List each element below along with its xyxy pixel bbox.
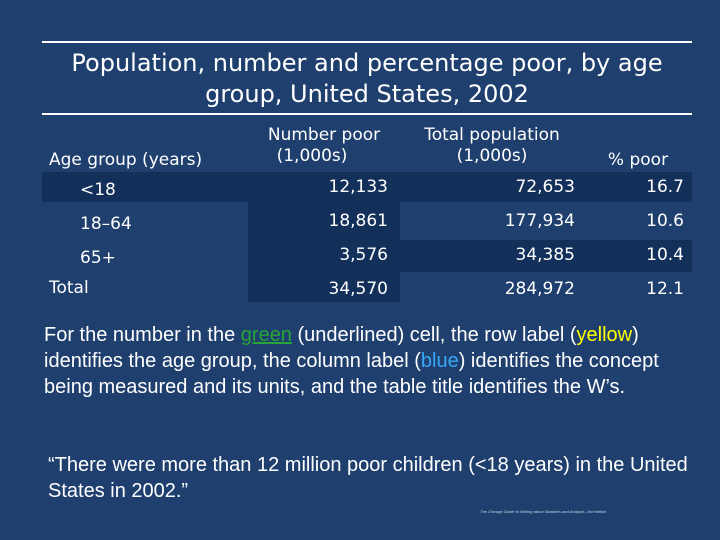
source-footnote: The Chicago Guide to Writing about Numbe… bbox=[480, 509, 607, 514]
header-number-poor-units: (1,000s) bbox=[276, 146, 348, 166]
explanation-part-4: ) identifies the concept being measured … bbox=[44, 350, 659, 398]
cell-number-poor-under-18: 12,133 bbox=[328, 177, 388, 197]
explanation-part-1: For the number in the bbox=[44, 324, 241, 346]
cell-total-total: 284,972 bbox=[504, 279, 575, 299]
row-band-1-total bbox=[400, 172, 584, 202]
cell-total-18-64: 177,934 bbox=[504, 211, 575, 231]
header-total-population-units: (1,000s) bbox=[456, 146, 528, 166]
row-label-under-18: <18 bbox=[80, 180, 116, 200]
quote-text: “There were more than 12 million poor ch… bbox=[48, 454, 688, 502]
cell-percent-under-18: 16.7 bbox=[646, 177, 684, 197]
explanation-text: For the number in the green (underlined)… bbox=[44, 322, 694, 400]
cell-number-poor-18-64: 18,861 bbox=[328, 211, 388, 231]
row-band-1-label bbox=[42, 172, 248, 202]
header-total-population: Total population bbox=[424, 125, 560, 145]
cell-total-65-plus: 34,385 bbox=[515, 245, 575, 265]
cell-percent-18-64: 10.6 bbox=[646, 211, 684, 231]
cell-percent-total: 12.1 bbox=[646, 279, 684, 299]
column-band-number-poor bbox=[248, 172, 400, 302]
row-label-65-plus: 65+ bbox=[80, 248, 116, 268]
cell-percent-65-plus: 10.4 bbox=[646, 245, 684, 265]
cell-number-poor-65-plus: 3,576 bbox=[339, 245, 388, 265]
title-rule-top bbox=[42, 41, 692, 43]
explanation-green-word: green bbox=[240, 324, 292, 346]
header-number-poor: Number poor bbox=[267, 125, 381, 145]
explanation-blue-word: blue bbox=[420, 350, 459, 372]
cell-total-under-18: 72,653 bbox=[515, 177, 575, 197]
header-percent-poor: % poor bbox=[607, 150, 669, 170]
row-label-18-64: 18–64 bbox=[80, 214, 132, 234]
title-rule-bottom bbox=[42, 113, 692, 115]
header-age-group: Age group (years) bbox=[49, 150, 203, 170]
explanation-part-2: (underlined) cell, the row label ( bbox=[291, 324, 577, 346]
explanation-yellow-word: yellow bbox=[576, 324, 633, 346]
table-title: Population, number and percentage poor, … bbox=[71, 49, 663, 108]
cell-number-poor-total: 34,570 bbox=[328, 279, 388, 299]
row-label-total: Total bbox=[49, 278, 89, 298]
explanation-part-3: ) identifies the age group, the column l… bbox=[44, 324, 639, 372]
